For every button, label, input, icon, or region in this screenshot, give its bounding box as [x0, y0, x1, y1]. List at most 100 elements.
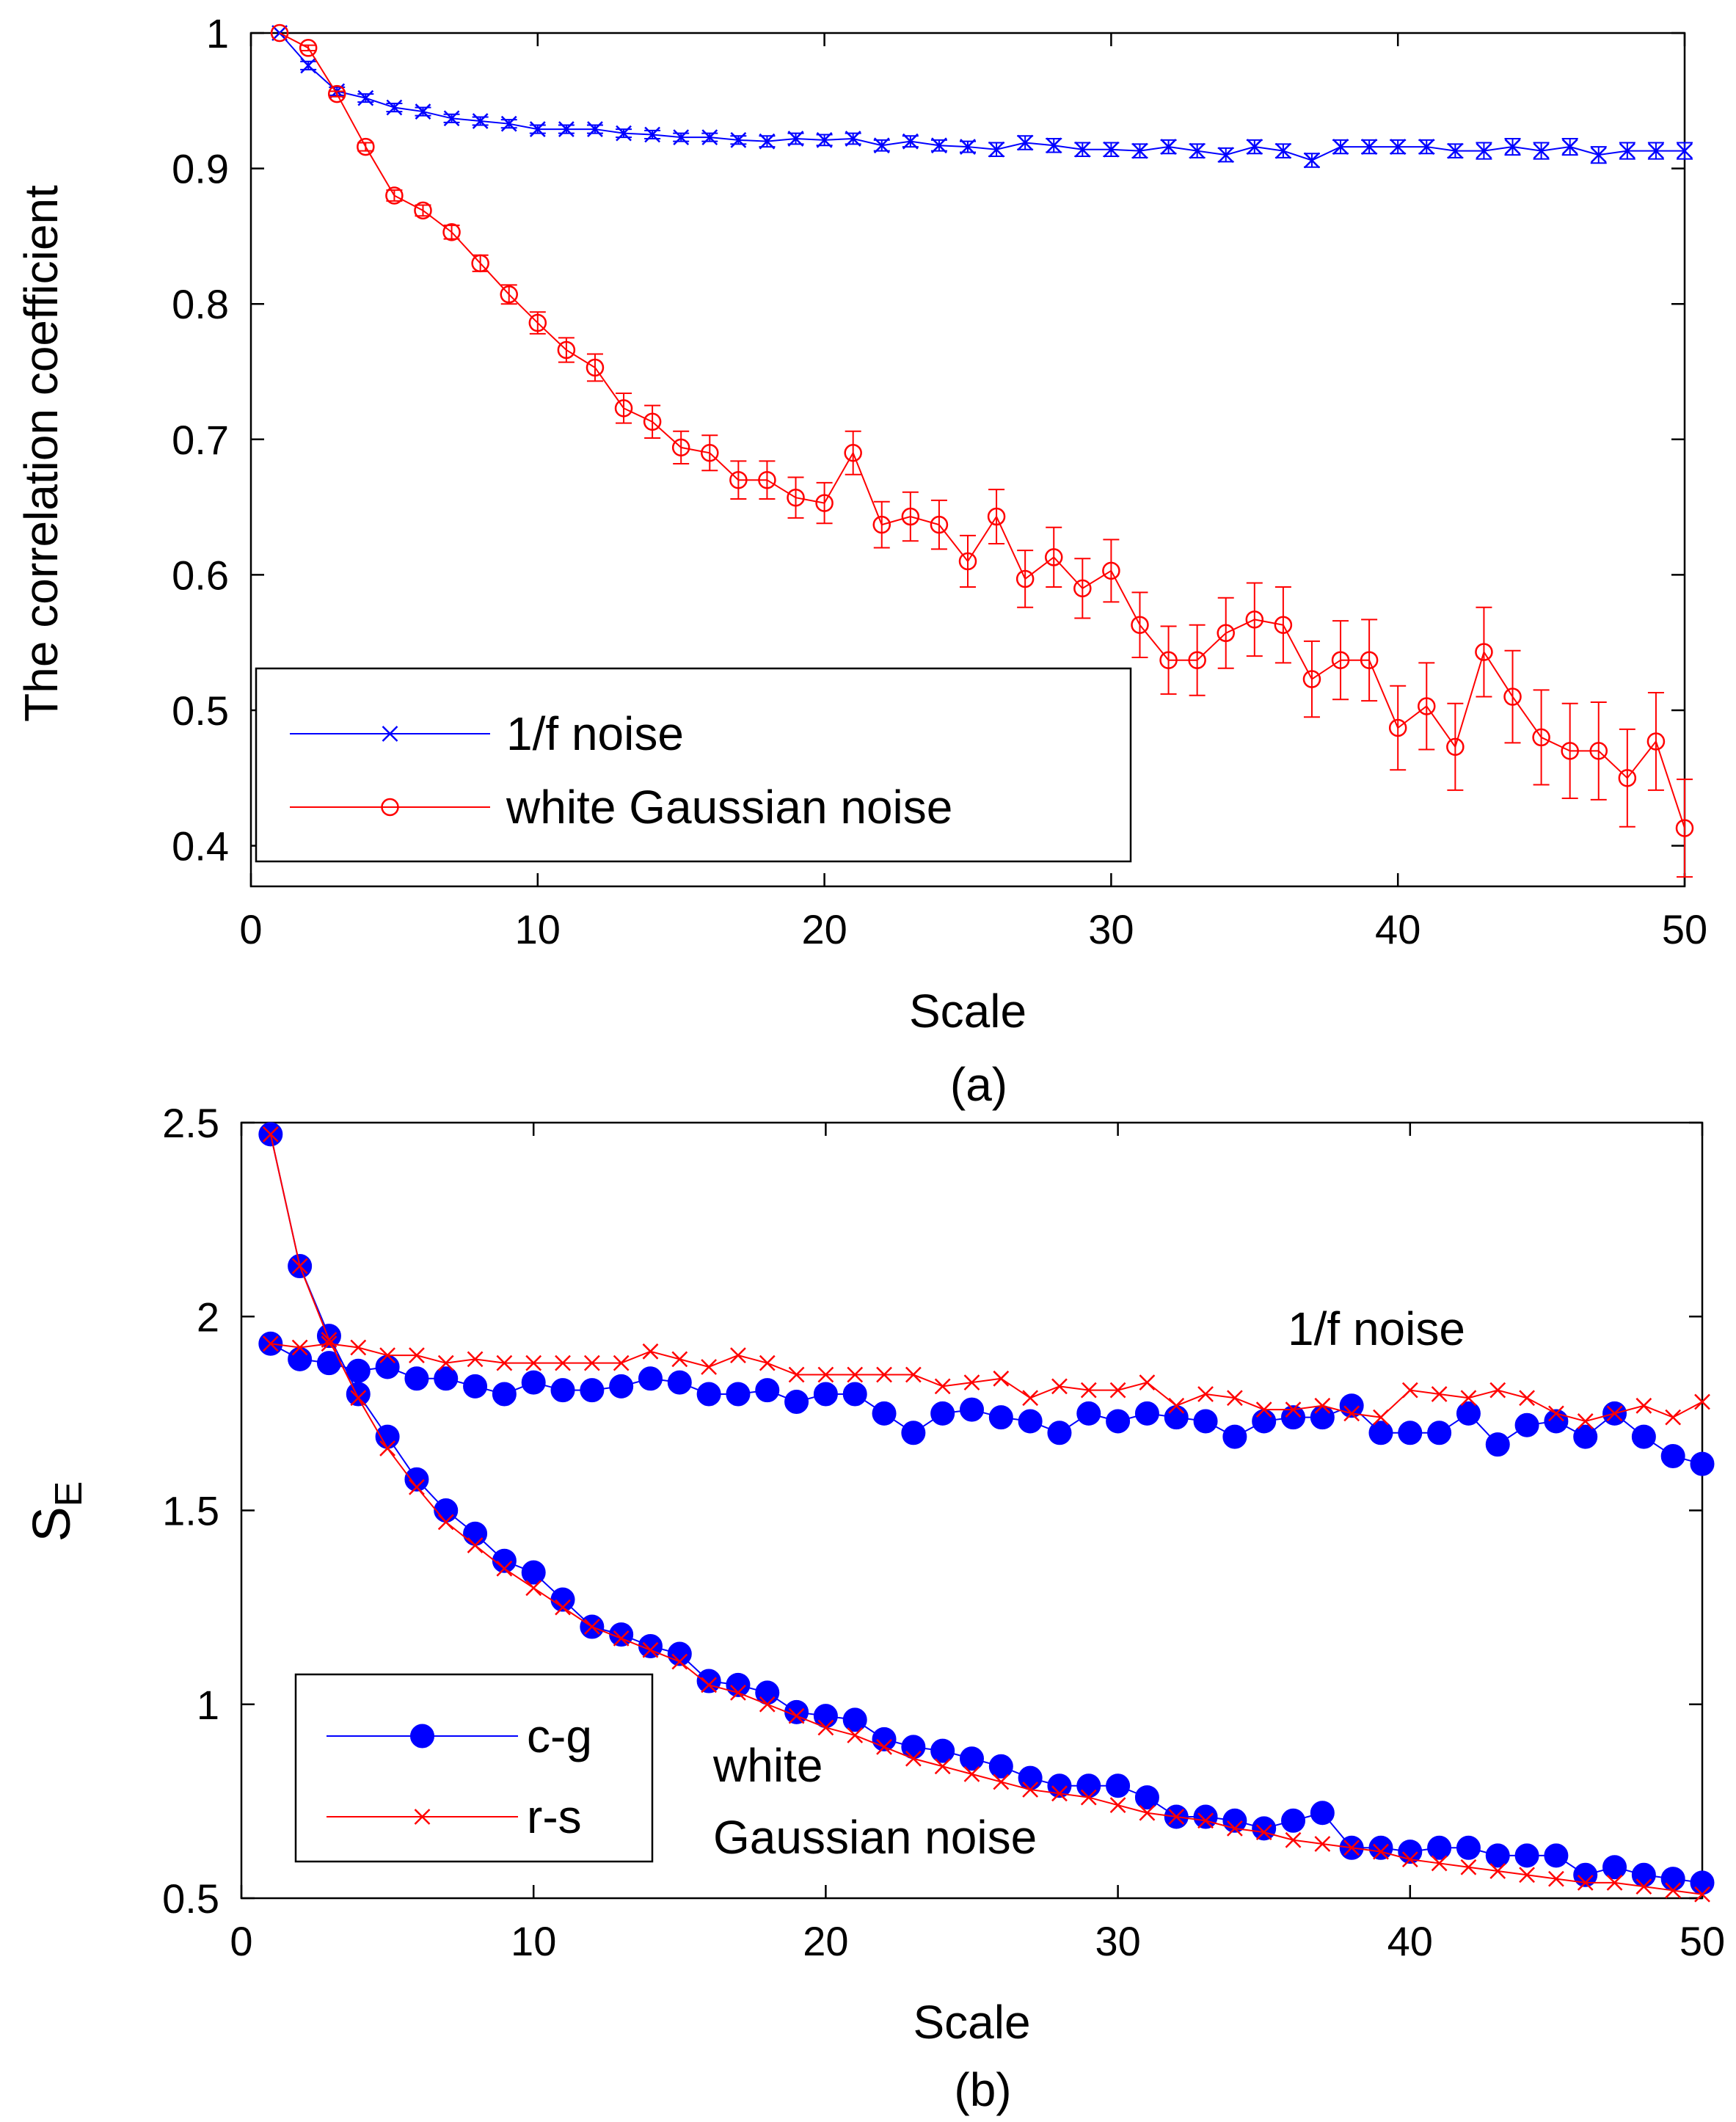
data-point-stroke-2 — [934, 1758, 951, 1775]
data-point-stroke-2 — [555, 1599, 571, 1616]
data-point — [1131, 616, 1149, 634]
data-point-stroke-2 — [905, 1366, 922, 1383]
data-point — [930, 1401, 955, 1426]
data-point — [379, 1347, 395, 1363]
data-point-stroke-2 — [409, 1479, 425, 1495]
legend-entry: c-g — [327, 1710, 592, 1762]
data-point — [1022, 1782, 1039, 1798]
data-point-stroke-2 — [730, 1347, 746, 1363]
data-point — [1197, 1386, 1214, 1402]
x-tick-label: 40 — [1375, 906, 1420, 952]
data-point — [1589, 742, 1608, 760]
data-point — [1246, 139, 1263, 155]
data-point — [1427, 1835, 1452, 1860]
data-point-stroke-2 — [1401, 1382, 1418, 1399]
data-point — [816, 131, 833, 148]
data-point — [842, 1707, 867, 1732]
data-point — [1635, 1878, 1652, 1895]
data-point — [375, 1424, 400, 1449]
data-point-stroke-2 — [496, 1560, 513, 1577]
data-point-stroke-2 — [1431, 1855, 1448, 1872]
data-point — [638, 1366, 663, 1391]
data-point — [404, 1467, 429, 1492]
y-axis-label-main: S — [23, 1506, 81, 1542]
data-point — [1532, 728, 1550, 747]
data-point — [1106, 1773, 1131, 1798]
data-point — [844, 444, 862, 462]
data-point-stroke-2 — [1314, 1397, 1331, 1414]
data-point — [386, 99, 403, 116]
data-point-stroke-2 — [1160, 139, 1177, 155]
data-point-stroke-2 — [1677, 142, 1693, 159]
data-point — [730, 1685, 746, 1701]
data-point — [1619, 142, 1635, 159]
data-point-stroke-2 — [1431, 1386, 1448, 1402]
data-point — [726, 1382, 751, 1407]
data-point — [1168, 1809, 1185, 1825]
data-point — [1675, 819, 1694, 837]
data-point — [642, 1343, 659, 1360]
data-point-stroke-2 — [1189, 142, 1206, 159]
data-point-stroke-2 — [350, 1339, 367, 1356]
legend: c-g r-s — [294, 1673, 654, 1863]
data-point-stroke-2 — [409, 1347, 425, 1363]
data-point — [1373, 1843, 1389, 1860]
data-point-stroke-2 — [1131, 142, 1148, 159]
data-point-stroke-2 — [616, 125, 632, 142]
data-point — [1631, 1424, 1656, 1449]
legend-marker — [382, 726, 398, 742]
data-point-stroke-2 — [1694, 1393, 1710, 1410]
data-point — [729, 470, 748, 489]
data-point — [346, 1382, 371, 1407]
y-tick-label: 0.8 — [172, 281, 229, 327]
data-point-stroke-2 — [642, 1343, 659, 1360]
data-point-stroke-2 — [673, 129, 690, 146]
data-point — [934, 1758, 951, 1775]
data-point-stroke-2 — [1197, 1386, 1214, 1402]
data-point-stroke-2 — [1401, 1851, 1418, 1868]
data-point — [500, 115, 517, 132]
data-point — [1134, 1401, 1159, 1426]
series-line — [270, 1343, 1703, 1422]
data-point-stroke-2 — [379, 1440, 395, 1456]
data-point — [1274, 616, 1293, 634]
y-tick-label: 0.7 — [172, 417, 229, 463]
data-point — [987, 507, 1006, 526]
data-point — [1022, 1390, 1039, 1407]
data-point — [901, 1421, 926, 1445]
data-point-stroke-2 — [1635, 1878, 1652, 1895]
data-point-stroke-2 — [730, 131, 747, 148]
data-point — [673, 129, 690, 146]
data-point — [1314, 1397, 1331, 1414]
data-point — [414, 201, 432, 220]
data-point — [1533, 142, 1550, 159]
data-point — [327, 84, 346, 103]
x-tick-label: 0 — [230, 1918, 252, 1964]
data-point — [988, 141, 1004, 158]
data-point — [1076, 1401, 1101, 1426]
data-point — [759, 1354, 776, 1371]
data-point — [845, 131, 861, 147]
data-point — [1606, 1874, 1623, 1891]
y-tick-label: 1.5 — [162, 1488, 219, 1534]
data-point-stroke-2 — [1665, 1882, 1682, 1899]
x-axis-label: Scale — [913, 1996, 1030, 2049]
data-point-stroke-2 — [437, 1514, 454, 1531]
data-point-stroke-2 — [816, 131, 833, 148]
data-point — [1159, 651, 1178, 669]
data-point-stroke-2 — [963, 1374, 980, 1390]
data-point — [993, 1370, 1010, 1387]
data-point — [1255, 1824, 1272, 1841]
data-point-stroke-2 — [759, 133, 776, 150]
data-point-stroke-2 — [500, 115, 517, 132]
data-point — [1076, 1773, 1101, 1798]
x-tick-label: 40 — [1387, 1918, 1433, 1964]
data-point-stroke-2 — [642, 1641, 659, 1658]
y-tick-label: 0.6 — [172, 552, 229, 598]
data-point-stroke-2 — [300, 57, 317, 74]
data-point-stroke-2 — [1519, 1390, 1535, 1407]
data-point — [696, 1669, 721, 1693]
data-point — [1618, 769, 1637, 787]
data-point — [1573, 1862, 1598, 1887]
data-point — [1310, 1801, 1335, 1826]
